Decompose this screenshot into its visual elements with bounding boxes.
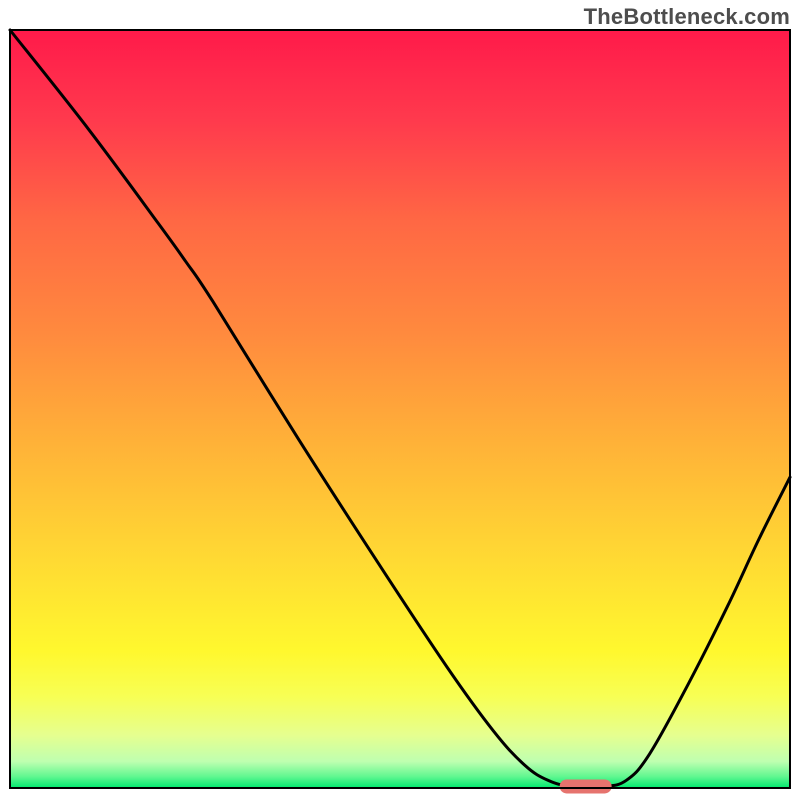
optimal-marker xyxy=(560,779,612,793)
watermark-text: TheBottleneck.com xyxy=(584,4,790,30)
chart-wrapper: TheBottleneck.com xyxy=(0,0,800,800)
gradient-background xyxy=(10,30,790,788)
bottleneck-chart xyxy=(0,0,800,800)
